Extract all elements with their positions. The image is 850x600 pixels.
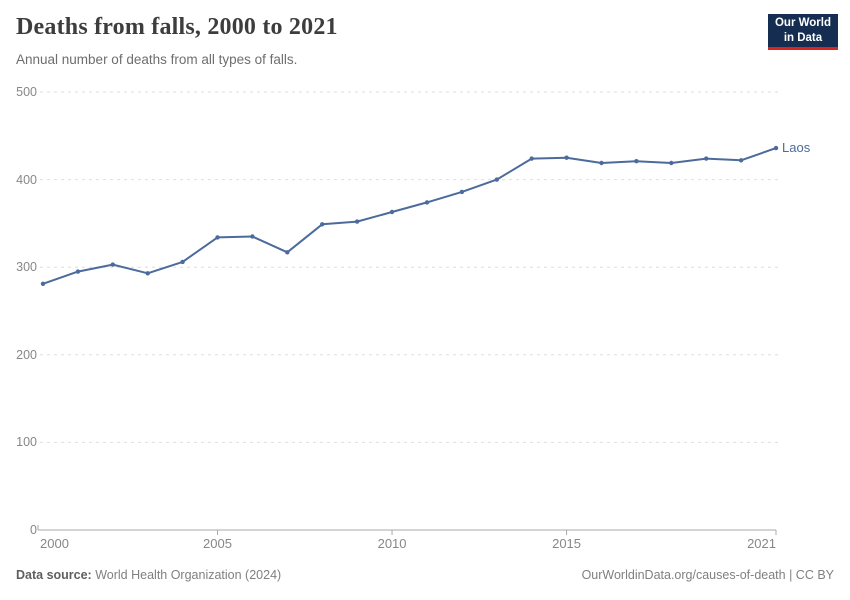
data-point-2002 — [110, 262, 116, 267]
page-title: Deaths from falls, 2000 to 2021 — [16, 14, 338, 40]
data-point-2000 — [40, 281, 46, 286]
x-tick-label-2005: 2005 — [203, 536, 232, 551]
data-line-laos — [42, 147, 777, 285]
x-tick-label-2000: 2000 — [40, 536, 69, 551]
data-point-2007 — [285, 250, 290, 255]
owid-citation-link[interactable]: OurWorldinData.org/causes-of-death | CC … — [581, 568, 834, 582]
chart-subtitle: Annual number of deaths from all types o… — [16, 52, 298, 67]
data-source-value: World Health Organization (2024) — [95, 568, 282, 582]
y-tick-label-0: 0 — [30, 523, 37, 537]
data-point-2014 — [529, 156, 534, 161]
data-point-2015 — [564, 155, 569, 160]
data-point-2019 — [704, 156, 709, 161]
x-tick-label-2010: 2010 — [377, 536, 407, 551]
data-point-2012 — [459, 189, 465, 195]
data-point-2010 — [389, 209, 395, 215]
data-point-2004 — [180, 259, 185, 265]
chart-footer: Data source: World Health Organization (… — [16, 568, 834, 582]
y-tick-label-400: 400 — [16, 172, 37, 187]
data-point-2008 — [320, 222, 325, 227]
data-point-2020 — [738, 158, 744, 163]
data-point-2005 — [215, 235, 220, 240]
data-point-2016 — [599, 160, 604, 166]
data-point-2021 — [773, 145, 779, 151]
data-point-2009 — [354, 219, 360, 224]
series-label-laos[interactable]: Laos — [782, 140, 811, 155]
data-point-2018 — [669, 160, 674, 166]
data-point-2001 — [75, 269, 81, 274]
data-source-note: Data source: World Health Organization (… — [16, 568, 281, 582]
owid-logo-text: Our World in Data — [774, 17, 831, 44]
x-tick-label-2021: 2021 — [747, 536, 776, 551]
data-point-2003 — [145, 271, 150, 276]
data-point-2013 — [494, 177, 499, 182]
y-tick-label-500: 500 — [16, 85, 37, 99]
owid-logo[interactable]: Our World in Data — [768, 14, 838, 50]
data-point-2006 — [250, 234, 255, 239]
y-tick-label-200: 200 — [16, 347, 37, 362]
y-tick-label-300: 300 — [16, 260, 37, 275]
x-tick-label-2015: 2015 — [552, 536, 582, 551]
data-point-2017 — [634, 159, 639, 164]
y-tick-label-100: 100 — [16, 435, 37, 450]
data-point-2011 — [424, 200, 430, 205]
data-source-label: Data source: — [16, 568, 92, 582]
